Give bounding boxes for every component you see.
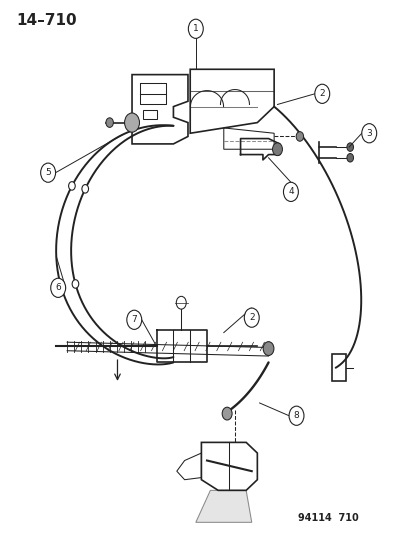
Circle shape bbox=[288, 406, 303, 425]
Circle shape bbox=[40, 163, 55, 182]
Circle shape bbox=[126, 310, 141, 329]
Text: 6: 6 bbox=[55, 284, 61, 292]
Circle shape bbox=[82, 184, 88, 193]
Circle shape bbox=[263, 342, 273, 356]
Circle shape bbox=[361, 124, 376, 143]
Circle shape bbox=[69, 182, 75, 190]
Text: 14–710: 14–710 bbox=[17, 13, 77, 28]
Circle shape bbox=[244, 308, 259, 327]
Circle shape bbox=[222, 407, 232, 420]
Circle shape bbox=[283, 182, 298, 201]
Circle shape bbox=[106, 118, 113, 127]
Text: 1: 1 bbox=[192, 25, 198, 33]
Circle shape bbox=[314, 84, 329, 103]
Text: 2: 2 bbox=[319, 90, 324, 98]
Circle shape bbox=[346, 154, 353, 162]
Text: 4: 4 bbox=[287, 188, 293, 196]
Circle shape bbox=[124, 113, 139, 132]
Text: 94114  710: 94114 710 bbox=[297, 513, 358, 523]
Text: 3: 3 bbox=[366, 129, 371, 138]
Polygon shape bbox=[195, 490, 251, 522]
Circle shape bbox=[188, 19, 203, 38]
Circle shape bbox=[57, 281, 64, 290]
Circle shape bbox=[51, 278, 66, 297]
Circle shape bbox=[72, 280, 78, 288]
Circle shape bbox=[295, 132, 303, 141]
Circle shape bbox=[272, 143, 282, 156]
Text: 5: 5 bbox=[45, 168, 51, 177]
Text: 7: 7 bbox=[131, 316, 137, 324]
Text: 8: 8 bbox=[293, 411, 299, 420]
Text: 2: 2 bbox=[248, 313, 254, 322]
Circle shape bbox=[346, 143, 353, 151]
